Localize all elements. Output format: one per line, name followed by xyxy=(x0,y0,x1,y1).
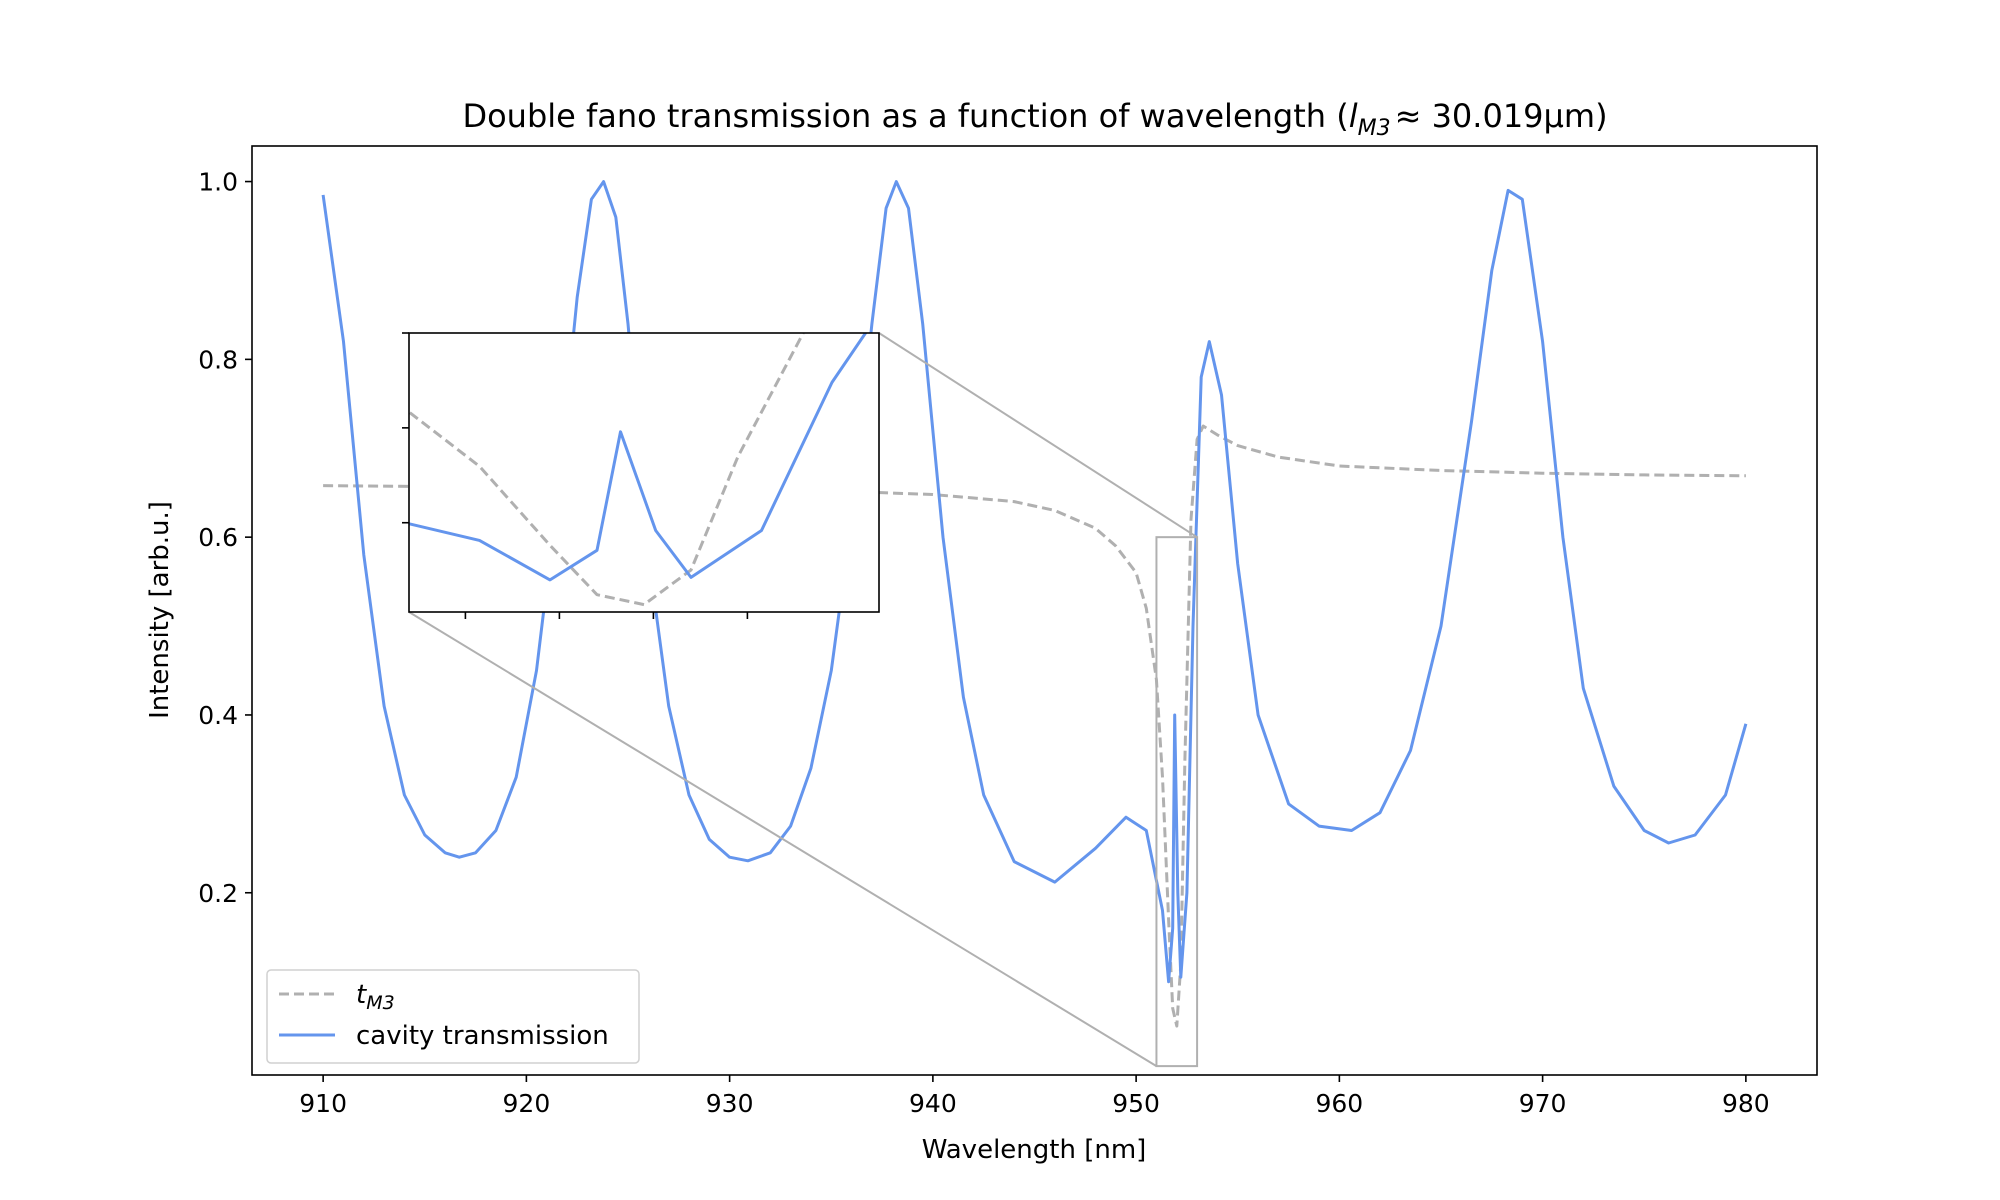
x-tick-label: 980 xyxy=(1722,1089,1770,1118)
chart-title: Double fano transmission as a function o… xyxy=(462,97,1607,141)
x-tick-label: 970 xyxy=(1519,1089,1567,1118)
x-axis-label: Wavelength [nm] xyxy=(922,1135,1147,1165)
inset-background xyxy=(409,333,879,612)
x-tick-label: 920 xyxy=(503,1089,551,1118)
y-axis: 0.2 0.4 0.6 0.8 1.0 xyxy=(198,168,252,908)
y-tick-label: 0.2 xyxy=(198,879,238,908)
inset-plot xyxy=(402,332,880,619)
zoom-region-box xyxy=(1155,536,1199,1068)
x-tick-label: 910 xyxy=(299,1089,347,1118)
y-tick-label: 0.8 xyxy=(198,345,238,374)
legend: tM3 cavity transmission xyxy=(266,969,640,1064)
inset-frame xyxy=(408,332,880,613)
x-tick-label: 960 xyxy=(1316,1089,1364,1118)
y-tick-label: 0.6 xyxy=(198,523,238,552)
x-axis: 910 920 930 940 950 960 970 980 xyxy=(299,1075,1770,1118)
legend-label-cavity-transmission: cavity transmission xyxy=(356,1021,609,1051)
zoom-connector-line xyxy=(878,332,1198,538)
legend-label-t-m3: tM3 xyxy=(356,980,395,1014)
y-tick-label: 0.4 xyxy=(198,701,238,730)
legend-box xyxy=(266,969,640,1064)
y-tick-label: 1.0 xyxy=(198,168,238,197)
inset-line-cavity-transmission xyxy=(409,333,868,582)
zoom-indicator xyxy=(408,332,1199,1068)
x-tick-label: 930 xyxy=(706,1089,754,1118)
series-line-t-m3 xyxy=(323,424,1746,1028)
x-tick-label: 940 xyxy=(909,1089,957,1118)
plot-frame xyxy=(251,145,1818,1076)
x-tick-label: 950 xyxy=(1112,1089,1160,1118)
zoom-connector-line xyxy=(408,611,1157,1067)
inset-line-t-m3 xyxy=(409,333,805,607)
y-axis-label: Intensity [arb.u.] xyxy=(145,501,175,719)
